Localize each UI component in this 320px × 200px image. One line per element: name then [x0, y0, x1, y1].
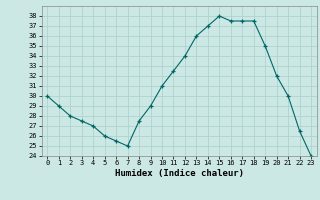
X-axis label: Humidex (Indice chaleur): Humidex (Indice chaleur) — [115, 169, 244, 178]
